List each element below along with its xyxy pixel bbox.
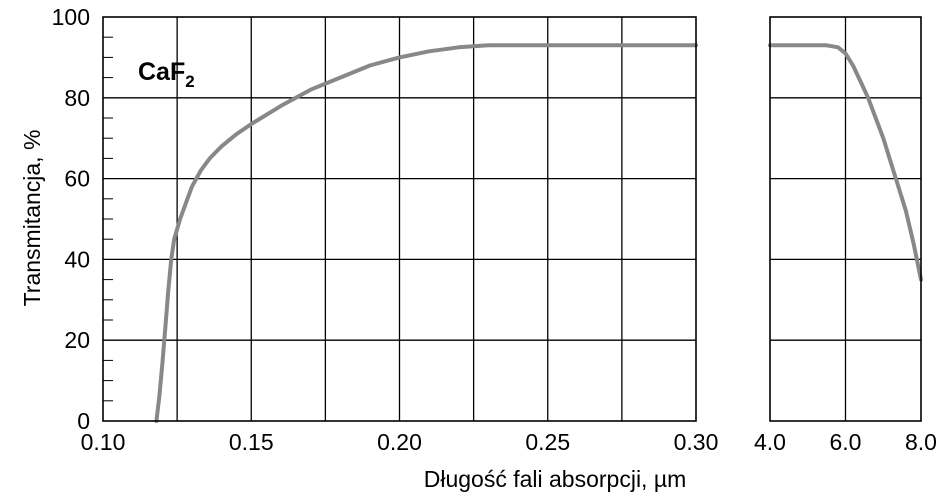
grid [103, 17, 921, 421]
y-tick-label: 80 [64, 85, 90, 111]
x-axis-title: Długość fali absorpcji, µm [424, 466, 687, 492]
series-line-panel-2 [768, 43, 923, 282]
x-tick-label: 6.0 [830, 429, 862, 455]
material-annotation-subscript: 2 [185, 72, 194, 91]
y-tick-label: 20 [64, 327, 90, 353]
x-tick-label: 0.10 [81, 429, 126, 455]
x-tick-label: 4.0 [754, 429, 786, 455]
y-tick-label: 0 [77, 408, 90, 434]
y-tick-label: 40 [64, 246, 90, 272]
x-tick-label: 0.15 [229, 429, 274, 455]
x-tick-label: 8.0 [905, 429, 937, 455]
material-annotation: CaF2 [138, 58, 195, 91]
series-line-panel-1 [154, 43, 698, 423]
plot-frames [102, 16, 922, 422]
y-axis-title: Transmitancja, % [19, 130, 45, 307]
minor-ticks [103, 36, 113, 402]
tick-labels: 0.10 0.15 0.20 0.25 0.30 4.0 6.0 8.0 0 20 40 60 80 10… [52, 4, 937, 455]
x-tick-label: 0.30 [674, 429, 719, 455]
plot-frame-panel-1 [102, 16, 697, 422]
series [154, 43, 923, 423]
x-tick-label: 0.20 [377, 429, 422, 455]
material-annotation-text: CaF [138, 58, 185, 86]
y-tick-label: 100 [52, 4, 90, 30]
plot-frame-panel-2 [769, 16, 922, 422]
x-tick-label: 0.25 [525, 429, 570, 455]
y-tick-label: 60 [64, 166, 90, 192]
